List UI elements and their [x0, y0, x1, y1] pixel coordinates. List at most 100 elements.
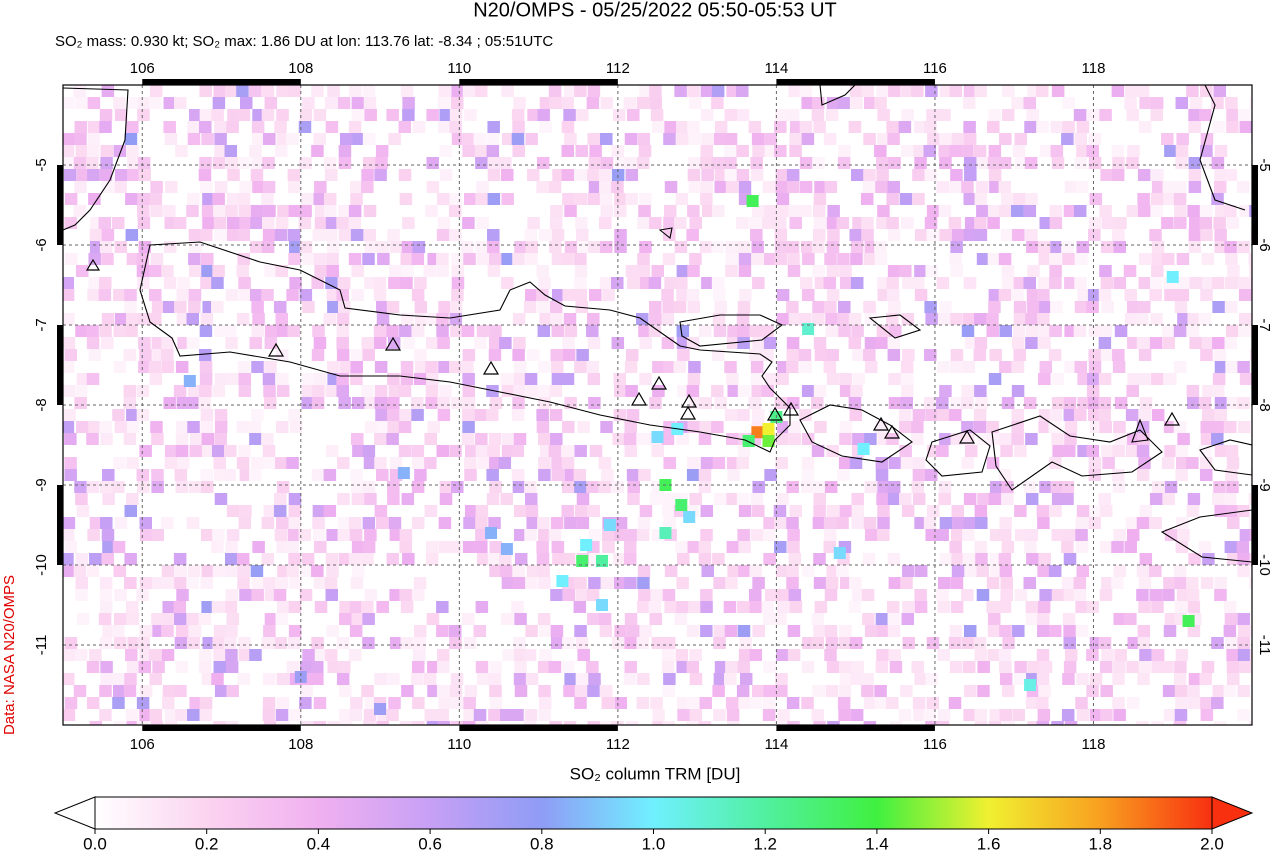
- texture-cell: [649, 301, 662, 313]
- texture-cell: [449, 313, 463, 325]
- texture-cell: [1077, 373, 1090, 385]
- texture-cell: [1001, 685, 1015, 697]
- texture-cell: [576, 493, 590, 505]
- texture-cell: [64, 349, 78, 361]
- texture-cell: [249, 649, 262, 661]
- so2-cell: [183, 375, 196, 387]
- texture-cell: [387, 421, 400, 433]
- texture-cell: [238, 445, 251, 457]
- texture-cell: [1175, 157, 1188, 169]
- texture-cell: [426, 181, 440, 193]
- texture-cell: [1073, 205, 1087, 217]
- texture-cell: [864, 529, 878, 541]
- texture-cell: [87, 169, 100, 181]
- texture-cell: [238, 277, 251, 289]
- texture-cell: [99, 109, 113, 121]
- texture-cell: [164, 457, 178, 469]
- texture-cell: [1086, 601, 1099, 613]
- so2-cell: [651, 431, 664, 443]
- texture-cell: [711, 241, 724, 253]
- texture-cell: [576, 109, 589, 121]
- texture-cell: [1111, 541, 1124, 553]
- texture-cell: [99, 277, 112, 289]
- texture-cell: [399, 193, 413, 205]
- texture-cell: [776, 589, 789, 601]
- texture-cell: [699, 397, 712, 409]
- texture-cell: [161, 265, 174, 277]
- texture-cell: [698, 553, 712, 565]
- texture-cell: [1013, 673, 1027, 685]
- texture-cell: [1061, 709, 1075, 721]
- texture-cell: [411, 661, 425, 673]
- texture-cell: [801, 469, 815, 481]
- texture-cell: [1138, 277, 1152, 289]
- texture-cell: [774, 253, 787, 265]
- coast-flores: [1199, 439, 1252, 476]
- texture-cell: [751, 385, 764, 397]
- texture-cell: [436, 325, 449, 337]
- texture-cell: [324, 649, 338, 661]
- texture-cell: [573, 469, 587, 481]
- texture-cell: [711, 85, 725, 97]
- texture-cell: [523, 721, 537, 725]
- subtitle: SO₂ mass: 0.930 kt; SO₂ max: 1.86 DU at …: [55, 33, 553, 50]
- texture-cell: [698, 433, 712, 445]
- texture-cell: [113, 289, 126, 301]
- texture-cell: [1101, 301, 1114, 313]
- texture-cell: [288, 253, 301, 265]
- texture-cell: [88, 277, 101, 289]
- texture-cell: [1161, 661, 1174, 673]
- texture-cell: [411, 289, 425, 301]
- texture-cell: [749, 601, 763, 613]
- texture-cell: [252, 133, 265, 145]
- texture-cell: [1214, 361, 1228, 373]
- texture-cell: [614, 625, 627, 637]
- texture-cell: [849, 409, 862, 421]
- texture-cell: [350, 697, 363, 709]
- texture-cell: [400, 277, 413, 289]
- texture-cell: [1124, 313, 1138, 325]
- texture-cell: [136, 469, 150, 481]
- texture-cell: [837, 97, 850, 109]
- texture-cell: [126, 457, 139, 469]
- texture-cell: [263, 385, 276, 397]
- texture-cell: [537, 517, 550, 529]
- texture-cell: [139, 625, 152, 637]
- texture-cell: [212, 637, 225, 649]
- texture-cell: [536, 541, 549, 553]
- texture-cell: [1200, 289, 1213, 301]
- texture-cell: [161, 565, 175, 577]
- texture-cell: [475, 541, 488, 553]
- texture-cell: [926, 637, 940, 649]
- texture-cell: [123, 685, 137, 697]
- texture-cell: [714, 661, 728, 673]
- texture-cell: [351, 397, 365, 409]
- texture-cell: [674, 613, 688, 625]
- texture-cell: [726, 373, 739, 385]
- texture-cell: [339, 709, 352, 721]
- texture-cell: [748, 121, 762, 133]
- texture-cell: [812, 241, 825, 253]
- texture-cell: [1199, 469, 1213, 481]
- texture-cell: [1051, 721, 1064, 725]
- texture-cell: [126, 145, 139, 157]
- texture-cell: [98, 289, 112, 301]
- texture-cell: [201, 433, 215, 445]
- texture-cell: [711, 277, 725, 289]
- texture-cell: [823, 277, 837, 289]
- texture-cell: [136, 697, 150, 709]
- texture-cell: [1038, 421, 1051, 433]
- texture-cell: [937, 709, 951, 721]
- texture-cell: [187, 385, 201, 397]
- texture-cell: [877, 133, 890, 145]
- texture-cell: [164, 709, 178, 721]
- texture-cell: [262, 709, 276, 721]
- texture-cell: [661, 337, 675, 349]
- texture-cell: [662, 721, 676, 725]
- texture-cell: [925, 469, 938, 481]
- texture-cell: [412, 649, 426, 661]
- texture-cell: [448, 625, 462, 637]
- texture-cell: [138, 337, 151, 349]
- texture-cell: [686, 697, 700, 709]
- texture-cell: [1011, 433, 1024, 445]
